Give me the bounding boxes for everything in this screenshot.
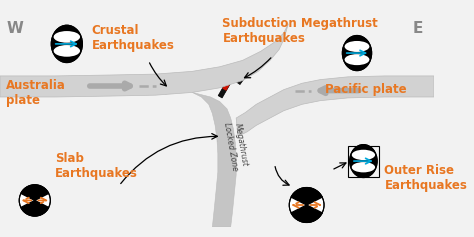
Polygon shape (0, 24, 288, 97)
Ellipse shape (352, 150, 375, 160)
Ellipse shape (350, 145, 377, 178)
Bar (167, 76, 176, 87)
Text: Australia
plate: Australia plate (7, 79, 66, 107)
Text: Outer Rise
Earthquakes: Outer Rise Earthquakes (384, 164, 467, 192)
Ellipse shape (342, 36, 372, 71)
Ellipse shape (54, 45, 80, 57)
Polygon shape (192, 92, 236, 227)
Text: W: W (7, 21, 23, 36)
Bar (219, 125, 225, 134)
Polygon shape (236, 76, 434, 136)
Ellipse shape (289, 188, 324, 222)
Bar (162, 76, 176, 94)
Bar (218, 125, 225, 142)
Polygon shape (21, 201, 49, 216)
Polygon shape (291, 188, 322, 205)
Text: Pacific plate: Pacific plate (325, 83, 407, 96)
Text: Megathrust
Locked Zone: Megathrust Locked Zone (222, 120, 250, 171)
Ellipse shape (345, 54, 369, 65)
Ellipse shape (54, 31, 80, 43)
Ellipse shape (51, 25, 82, 63)
Bar (218, 81, 230, 98)
Polygon shape (291, 205, 322, 222)
Ellipse shape (352, 162, 375, 172)
Text: Slab
Earthquakes: Slab Earthquakes (55, 152, 138, 180)
Text: E: E (412, 21, 423, 36)
Ellipse shape (19, 185, 50, 216)
Polygon shape (21, 185, 49, 201)
Bar (241, 69, 249, 78)
Bar (222, 81, 230, 91)
Ellipse shape (345, 41, 369, 52)
Text: Subduction Megathrust
Earthquakes: Subduction Megathrust Earthquakes (222, 17, 378, 45)
Bar (236, 69, 249, 85)
Text: Crustal
Earthquakes: Crustal Earthquakes (91, 24, 174, 52)
